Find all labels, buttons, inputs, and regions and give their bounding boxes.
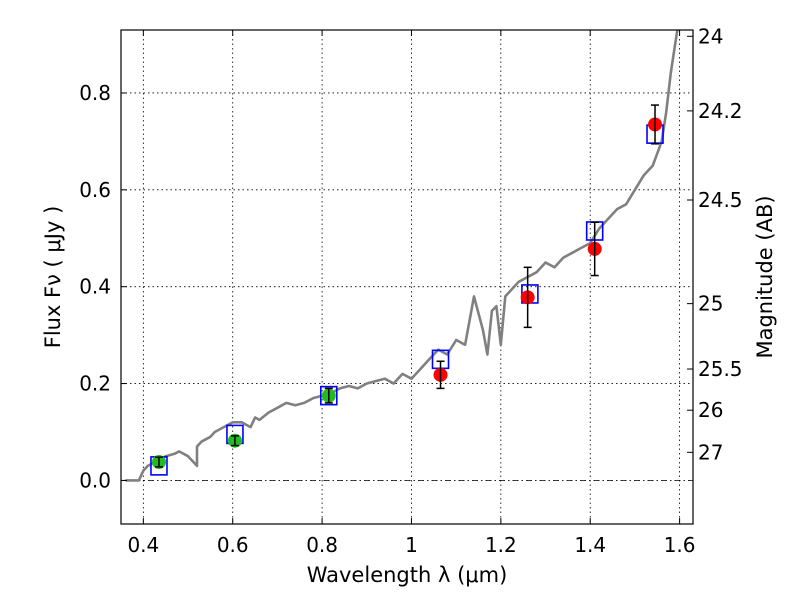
- right-tick-label: 25.5: [698, 357, 743, 381]
- y-tick-label: 0.6: [79, 178, 111, 202]
- x-tick-label: 1.4: [574, 533, 606, 557]
- x-tick-label: 1: [405, 533, 418, 557]
- y-axis-right-label: Magnitude (AB): [753, 195, 777, 358]
- right-tick-label: 24: [698, 24, 723, 48]
- x-axis-label: Wavelength λ (μm): [307, 563, 508, 587]
- plot-frame: [120, 29, 694, 525]
- y-axis-label: Flux Fν ( μJy ): [41, 206, 65, 349]
- y-tick-label: 0.4: [79, 275, 111, 299]
- right-tick-label: 27: [698, 440, 723, 464]
- y-tick-label: 0.2: [79, 372, 111, 396]
- x-tick-label: 0.4: [127, 533, 159, 557]
- x-tick-label: 1.6: [664, 533, 696, 557]
- right-tick-label: 24.5: [698, 188, 743, 212]
- right-tick-label: 26: [698, 398, 723, 422]
- x-tick-label: 1.2: [485, 533, 517, 557]
- spectrum-line: [125, 30, 679, 482]
- y-tick-label: 0.0: [79, 468, 111, 492]
- right-tick-label: 25: [698, 292, 723, 316]
- x-tick-label: 0.6: [217, 533, 249, 557]
- right-tick-label: 24.2: [698, 99, 743, 123]
- model-square-marker: [319, 385, 338, 406]
- x-tick-label: 0.8: [306, 533, 338, 557]
- y-tick-label: 0.8: [79, 81, 111, 105]
